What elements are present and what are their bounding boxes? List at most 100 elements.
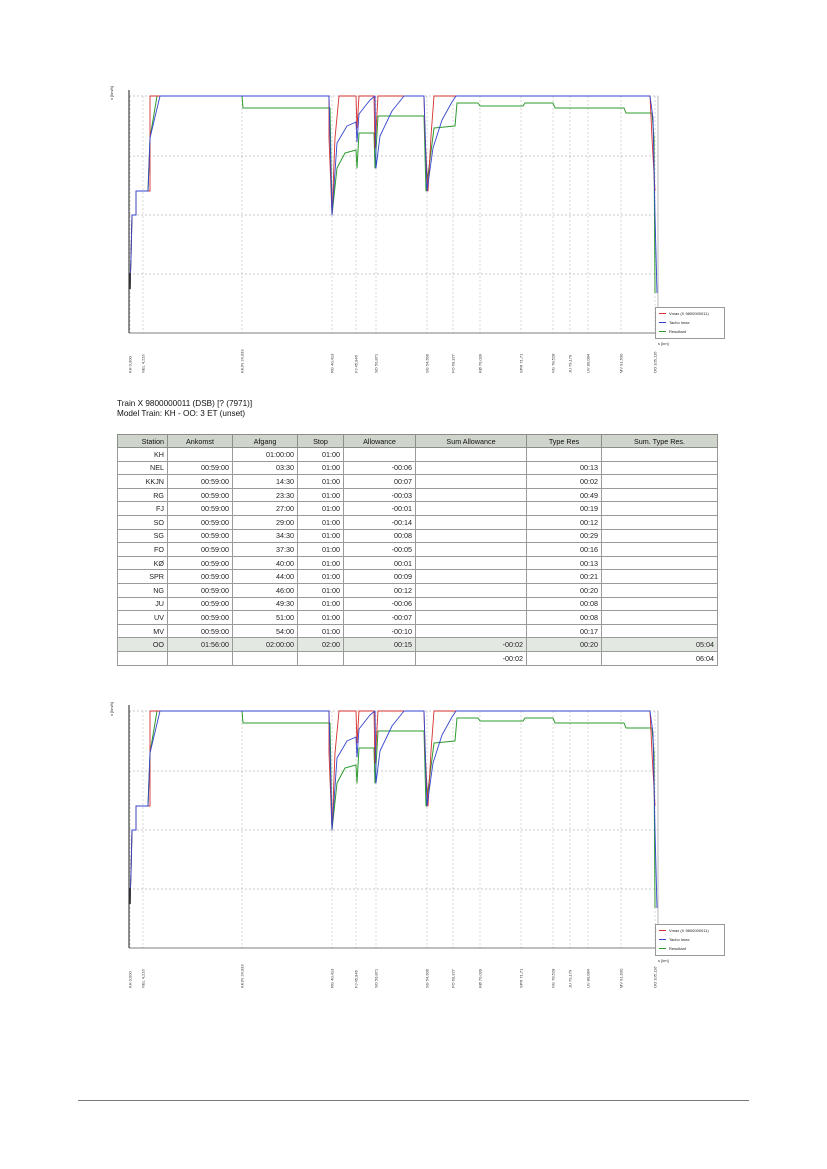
table-cell: FJ (117, 501, 168, 516)
table-row: OO 01:56:00 02:00:00 02:00 00:15 -00:02 00:20 0… (117, 637, 718, 652)
table-cell (415, 514, 527, 530)
table-cell: 51:00 (232, 610, 298, 625)
train-caption-line2: Model Train: KH - OO: 3 ET (unset) (117, 409, 246, 418)
table-row: JU 00:59:00 49:30 01:00 -00:06 00:08 (117, 596, 718, 612)
legend-vmax-label: Vmax (X 9800000011) (669, 928, 709, 933)
table-cell: OO (117, 637, 168, 652)
table-cell: 00:01 (343, 555, 416, 571)
table-cell (601, 569, 718, 584)
table-row: NG 00:59:00 46:00 01:00 00:12 00:20 (117, 582, 718, 598)
table-cell (415, 487, 527, 503)
table-cell: 00:21 (526, 569, 602, 584)
station-tick-label: OO 105,116 (653, 966, 658, 988)
table-cell: 00:59:00 (167, 610, 233, 625)
table-cell: 00:20 (526, 582, 602, 598)
station-tick-label: KØ 70,039 (478, 968, 483, 988)
station-tick-label: SO 50,871 (374, 968, 379, 988)
col-header-type-res: Type Res (526, 434, 602, 448)
table-cell: 00:59:00 (167, 582, 233, 598)
station-tick-label: SG 54,606 (425, 968, 430, 988)
table-row: KH 01:00:00 01:00 (117, 447, 718, 462)
legend-tacho-label: Tacho Imax (669, 937, 690, 942)
table-cell: 00:20 (526, 637, 602, 652)
table-cell: SPR (117, 569, 168, 584)
table-cell: 01:00 (297, 542, 344, 557)
x-axis-unit-2: s [km] (658, 958, 669, 963)
table-cell: 00:29 (526, 528, 602, 544)
station-tick-label: NG 78,528 (551, 353, 556, 373)
speed-profile-chart-1: KH 0,000 NEL 4,216 KKJN 24,033 RG 40,413 FJ … (112, 78, 725, 378)
station-tick-label: SPR 71,71 (519, 968, 524, 988)
station-tick-label: RG 40,413 (330, 353, 335, 373)
table-cell: 03:30 (232, 460, 298, 476)
table-cell: 02:00 (297, 637, 344, 652)
table-cell: 01:00 (297, 569, 344, 584)
table-cell: 00:59:00 (167, 555, 233, 571)
table-cell: FO (117, 542, 168, 557)
table-cell: 00:13 (526, 555, 602, 571)
chart-legend-2: Vmax (X 9800000011) Tacho Imax Resultant (655, 924, 725, 956)
station-tick-label: KKJN 24,033 (240, 349, 245, 373)
table-cell (415, 569, 527, 584)
table-cell (415, 623, 527, 639)
table-cell: 01:00:00 (232, 447, 298, 462)
speed-profile-plot-2: KH 0,000 NEL 4,216 KKJN 24,033 RG 40,413 FJ … (112, 693, 725, 993)
table-cell: 00:17 (526, 623, 602, 639)
table-cell: SG (117, 528, 168, 544)
table-cell: 00:15 (343, 637, 416, 652)
table-cell (601, 582, 718, 598)
station-tick-label: KØ 70,039 (478, 353, 483, 373)
table-cell: 37:30 (232, 542, 298, 557)
table-cell: 29:00 (232, 514, 298, 530)
table-cell: 00:59:00 (167, 474, 233, 489)
table-row: SO 00:59:00 29:00 01:00 -00:14 00:12 (117, 514, 718, 530)
table-cell: 54:00 (232, 623, 298, 639)
station-tick-label: FJ 45,946 (354, 969, 359, 988)
table-cell (601, 596, 718, 612)
table-cell: 01:00 (297, 447, 344, 462)
table-cell (415, 460, 527, 476)
table-cell (601, 555, 718, 571)
legend-swatch-tacho (659, 939, 666, 940)
table-cell (601, 474, 718, 489)
legend-tacho-label: Tacho Imax (669, 320, 690, 325)
table-cell (232, 650, 298, 666)
table-cell (297, 650, 344, 666)
legend-swatch-vmax (659, 313, 666, 314)
table-cell: 00:12 (526, 514, 602, 530)
table-cell (601, 610, 718, 625)
table-cell (601, 447, 718, 462)
table-cell: NEL (117, 460, 168, 476)
table-cell (601, 514, 718, 530)
table-cell: -00:10 (343, 623, 416, 639)
station-tick-label: UV 80,084 (586, 968, 591, 988)
station-tick-label: MV 91,630 (619, 968, 624, 988)
table-row: KKJN 00:59:00 14:30 01:00 00:07 00:02 (117, 474, 718, 489)
table-cell: 00:59:00 (167, 569, 233, 584)
table-row: KØ 00:59:00 40:00 01:00 00:01 00:13 (117, 555, 718, 571)
table-cell: 01:00 (297, 474, 344, 489)
table-cell: 00:02 (526, 474, 602, 489)
table-cell (167, 447, 233, 462)
table-cell: SO (117, 514, 168, 530)
station-tick-label: SO 50,871 (374, 353, 379, 373)
table-cell: 01:56:00 (167, 637, 233, 652)
table-cell: 00:59:00 (167, 596, 233, 612)
table-cell: 34:30 (232, 528, 298, 544)
speed-profile-plot-1: KH 0,000 NEL 4,216 KKJN 24,033 RG 40,413 FJ … (112, 78, 725, 378)
table-cell: JU (117, 596, 168, 612)
table-header-row: Station Ankomst Afgang Stop Allowance Su… (117, 434, 718, 448)
table-cell (415, 501, 527, 516)
table-row: FJ 00:59:00 27:00 01:00 -00:01 00:19 (117, 501, 718, 516)
start-marker (129, 888, 131, 904)
table-cell: 00:49 (526, 487, 602, 503)
col-header-allowance: Allowance (343, 434, 416, 448)
table-cell: 05:04 (601, 637, 718, 652)
table-cell (601, 487, 718, 503)
table-cell: 02:00:00 (232, 637, 298, 652)
table-cell: 00:12 (343, 582, 416, 598)
table-cell: UV (117, 610, 168, 625)
y-axis-label-2: v [km/h] (109, 701, 114, 716)
table-cell: -00:07 (343, 610, 416, 625)
table-row: RG 00:59:00 23:30 01:00 -00:03 00:49 (117, 487, 718, 503)
